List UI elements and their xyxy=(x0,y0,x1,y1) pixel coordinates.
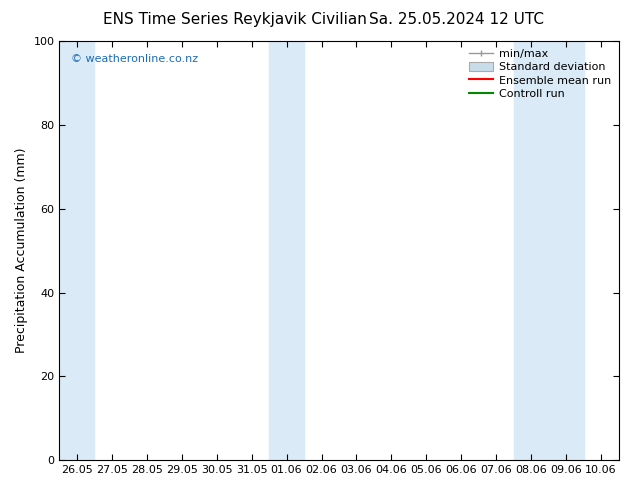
Y-axis label: Precipitation Accumulation (mm): Precipitation Accumulation (mm) xyxy=(15,148,28,353)
Legend: min/max, Standard deviation, Ensemble mean run, Controll run: min/max, Standard deviation, Ensemble me… xyxy=(466,47,613,101)
Text: ENS Time Series Reykjavik Civilian: ENS Time Series Reykjavik Civilian xyxy=(103,12,366,27)
Bar xyxy=(60,41,94,460)
Text: Sa. 25.05.2024 12 UTC: Sa. 25.05.2024 12 UTC xyxy=(369,12,544,27)
Bar xyxy=(269,41,304,460)
Bar xyxy=(514,41,583,460)
Text: © weatheronline.co.nz: © weatheronline.co.nz xyxy=(70,53,198,64)
